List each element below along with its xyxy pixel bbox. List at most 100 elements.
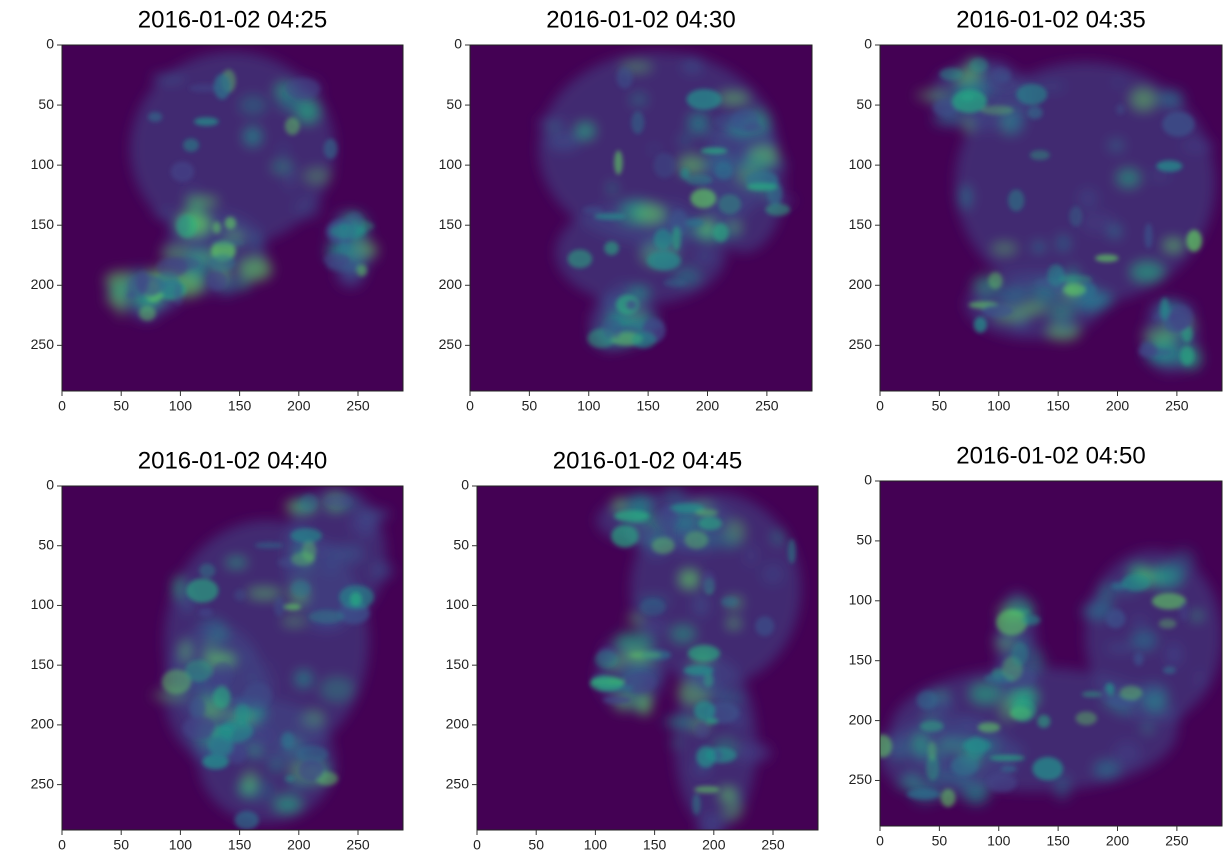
texture-blob: [323, 560, 338, 573]
y-tick-label: 50: [856, 532, 872, 548]
x-tick-label: 0: [58, 837, 66, 853]
texture-blob: [723, 800, 744, 820]
texture-blob: [274, 597, 284, 617]
image: [62, 486, 403, 830]
x-tick-label: 150: [1046, 833, 1070, 849]
texture-blob: [1069, 206, 1082, 227]
texture-blob: [1082, 691, 1102, 697]
x-tick-label: 0: [58, 398, 66, 414]
texture-blob: [736, 743, 771, 763]
y-tick-label: 200: [849, 276, 873, 292]
image: [470, 45, 812, 391]
texture-blob: [688, 113, 708, 134]
texture-blob: [324, 495, 351, 507]
texture-blob: [1047, 264, 1064, 287]
texture-blob: [1163, 239, 1183, 252]
texture-blob: [1179, 602, 1188, 621]
texture-blob: [214, 74, 231, 100]
y-tick-label: 0: [46, 477, 54, 493]
y-tick-label: 0: [461, 477, 469, 493]
texture-blob: [647, 251, 681, 270]
texture-blob: [357, 265, 367, 277]
texture-blob: [213, 686, 231, 708]
texture-blob: [594, 651, 618, 669]
texture-blob: [1076, 711, 1097, 725]
texture-blob: [242, 652, 251, 661]
texture-blob: [672, 227, 681, 251]
texture-blob: [626, 300, 638, 311]
texture-blob: [1056, 234, 1070, 252]
texture-blob: [213, 662, 233, 687]
texture-blob: [1108, 139, 1124, 152]
x-tick-label: 200: [696, 398, 720, 414]
x-tick-label: 50: [528, 837, 544, 853]
texture-blob: [244, 771, 258, 794]
texture-blob: [703, 673, 713, 687]
x-tick-label: 200: [1106, 833, 1130, 849]
texture-blob: [626, 616, 644, 623]
texture-blob: [1131, 629, 1158, 651]
texture-blob: [680, 168, 689, 180]
texture-blob: [604, 241, 619, 255]
texture-blob: [281, 732, 294, 748]
texture-blob: [244, 127, 262, 146]
texture-blob: [987, 774, 1017, 793]
texture-blob: [282, 617, 306, 625]
texture-blob: [207, 271, 227, 290]
texture-blob: [611, 525, 638, 547]
texture-blob: [1059, 318, 1073, 333]
texture-blob: [324, 139, 338, 160]
texture-blob: [694, 248, 716, 264]
texture-blob: [928, 742, 937, 761]
x-tick-label: 250: [1165, 833, 1189, 849]
panel-title: 2016-01-02 04:35: [956, 6, 1146, 33]
texture-blob: [954, 774, 971, 787]
texture-blob: [1149, 171, 1170, 180]
texture-blob: [300, 494, 318, 512]
x-tick-label: 100: [577, 398, 601, 414]
texture-blob: [1186, 230, 1202, 252]
texture-blob: [664, 717, 695, 727]
panel-title: 2016-01-02 04:25: [138, 6, 328, 33]
texture-blob: [244, 683, 272, 709]
texture-blob: [989, 755, 1024, 761]
x-tick-label: 50: [932, 833, 948, 849]
texture-blob: [320, 677, 354, 702]
texture-blob: [1011, 642, 1028, 666]
texture-blob: [547, 132, 581, 152]
y-tick-label: 150: [446, 656, 470, 672]
texture-blob: [250, 232, 261, 251]
texture-blob: [679, 570, 699, 588]
texture-blob: [701, 148, 727, 155]
texture-blob: [352, 237, 361, 263]
texture-blob: [1030, 150, 1050, 160]
texture-blob: [309, 610, 344, 623]
texture-blob: [1158, 90, 1184, 108]
y-tick-label: 50: [453, 536, 469, 552]
texture-blob: [330, 224, 366, 239]
figure: 2016-01-02 04:25050100150200250050100150…: [0, 0, 1232, 859]
texture-blob: [686, 89, 721, 110]
texture-blob: [663, 279, 686, 287]
texture-blob: [109, 282, 128, 298]
texture-blob: [185, 660, 212, 682]
texture-blob: [720, 788, 737, 800]
texture-blob: [629, 652, 661, 658]
texture-blob: [907, 789, 940, 800]
texture-blob: [199, 608, 213, 617]
texture-blob: [1001, 766, 1017, 772]
texture-blob: [912, 735, 929, 752]
texture-blob: [982, 304, 1013, 318]
texture-blob: [127, 291, 136, 299]
texture-blob: [773, 160, 787, 169]
panel-title: 2016-01-02 04:40: [138, 447, 328, 474]
texture-blob: [992, 243, 1017, 254]
texture-blob: [1108, 225, 1122, 239]
texture-blob: [148, 112, 162, 122]
texture-blob: [679, 134, 692, 147]
texture-blob: [294, 196, 321, 220]
y-tick-label: 50: [446, 96, 462, 112]
texture-blob: [183, 717, 216, 740]
panel-title: 2016-01-02 04:50: [956, 442, 1146, 469]
x-tick-label: 50: [113, 837, 129, 853]
